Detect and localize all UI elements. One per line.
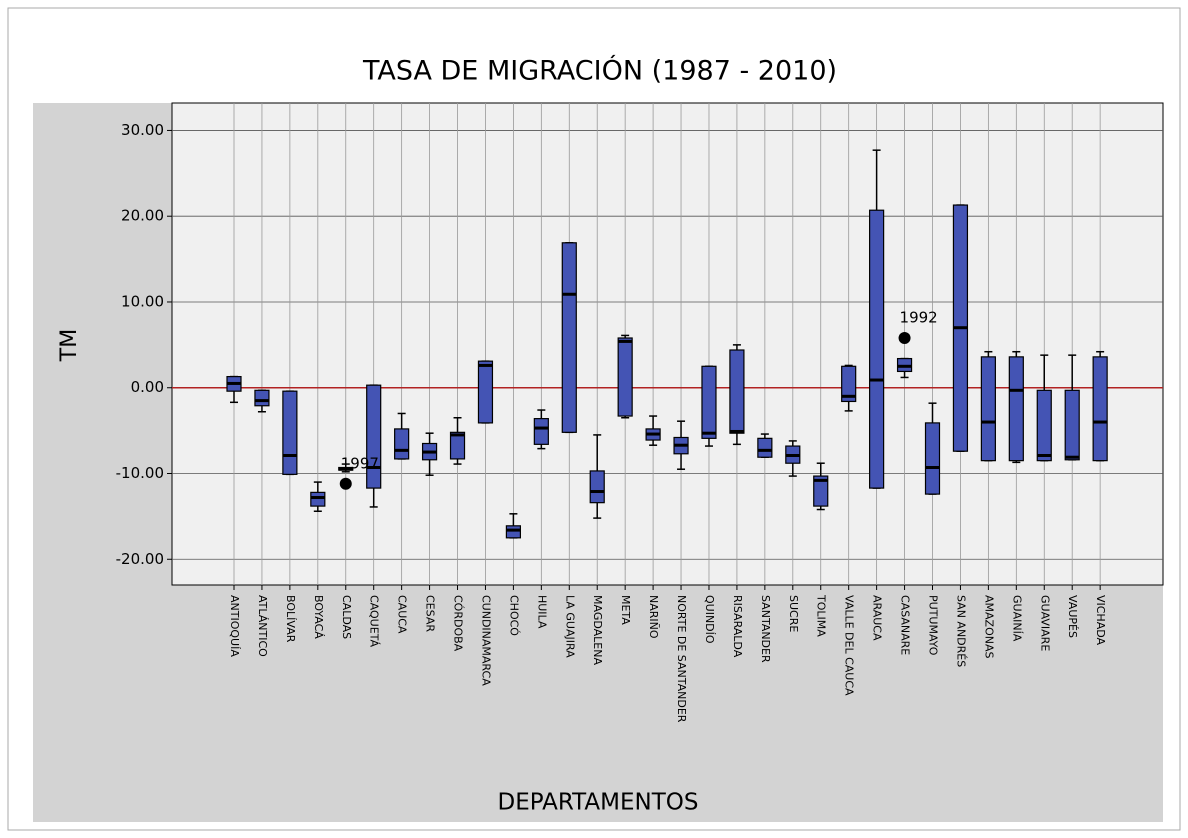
x-tick-label: MAGDALENA: [591, 595, 604, 665]
x-tick-label: AMAZONAS: [982, 595, 995, 658]
box: [729, 349, 745, 434]
box: [477, 360, 494, 424]
box: [701, 365, 717, 439]
x-tick-label: GUAVIARE: [1038, 595, 1051, 651]
box: [757, 437, 773, 458]
outlier-label: 1997: [341, 454, 379, 472]
x-tick-label: RISARALDA: [731, 595, 744, 658]
x-tick-label: CALDAS: [340, 595, 353, 639]
box: [1092, 356, 1108, 462]
x-tick-label: LA GUAJIRA: [563, 595, 576, 658]
box: [366, 384, 382, 489]
y-axis-label: TM: [57, 329, 82, 362]
y-tick-label: -20.00: [116, 550, 164, 568]
box: [617, 337, 633, 417]
x-tick-label: SANTANDER: [759, 595, 772, 663]
box: [869, 209, 885, 489]
box: [813, 475, 829, 507]
y-tick-label: 0.00: [131, 378, 164, 396]
plot-area: [171, 102, 1164, 586]
box: [924, 422, 941, 495]
x-tick-label: CAUCA: [396, 595, 409, 634]
x-tick-label: VICHADA: [1094, 595, 1107, 646]
y-tick-label: -10.00: [116, 464, 164, 482]
box: [561, 242, 577, 433]
x-tick-label: CÓRDOBA: [452, 595, 465, 652]
x-tick-label: QUINDÍO: [703, 595, 716, 644]
x-tick-label: NARIÑO: [647, 595, 660, 639]
box: [1036, 389, 1052, 462]
box: [449, 431, 466, 460]
x-tick-label: ARAUCA: [871, 595, 884, 641]
box: [1008, 356, 1024, 462]
x-tick-label: BOLÍVAR: [284, 595, 297, 643]
x-tick-label: ANTIOQUÍA: [228, 595, 241, 657]
box: [980, 356, 996, 462]
outlier-label: 1992: [900, 308, 938, 326]
x-tick-label: SUCRE: [787, 595, 800, 632]
box: [841, 365, 857, 403]
x-tick-label: CUNDINAMARCA: [479, 595, 492, 686]
chart-title: TASA DE MIGRACIÓN (1987 - 2010): [362, 55, 837, 87]
x-tick-label: GUAINÍA: [1010, 595, 1023, 642]
box: [394, 428, 410, 460]
x-tick-label: TOLIMA: [815, 594, 828, 637]
box: [282, 390, 298, 475]
x-tick-label: BOYACÁ: [312, 595, 325, 639]
x-tick-label: PUTUMAYO: [927, 595, 940, 656]
x-tick-label: SAN ANDRÉS: [954, 595, 967, 667]
y-tick-label: 30.00: [121, 121, 164, 139]
x-tick-label: VALLE DEL CAUCA: [843, 595, 856, 696]
x-tick-label: NORTE DE SANTANDER: [675, 595, 688, 723]
x-tick-label: VAUPÉS: [1066, 595, 1079, 638]
outlier: [898, 331, 911, 344]
box: [533, 418, 549, 445]
x-tick-label: HUILA: [535, 595, 548, 629]
x-tick-label: ATLÁNTICO: [256, 595, 269, 657]
outlier: [339, 477, 352, 490]
x-tick-label: CAQUETÁ: [368, 595, 381, 648]
box: [254, 389, 270, 407]
box: [589, 470, 605, 504]
x-tick-label: CESAR: [424, 595, 437, 632]
x-tick-label: META: [619, 595, 632, 625]
x-tick-label: CASANARE: [899, 595, 912, 655]
x-axis-label: DEPARTAMENTOS: [497, 790, 698, 816]
box: [505, 525, 521, 539]
box: [310, 491, 326, 507]
y-tick-label: 10.00: [121, 292, 164, 310]
box: [1064, 389, 1080, 461]
x-tick-label: CHOCÓ: [507, 595, 520, 636]
y-tick-label: 20.00: [121, 207, 164, 225]
